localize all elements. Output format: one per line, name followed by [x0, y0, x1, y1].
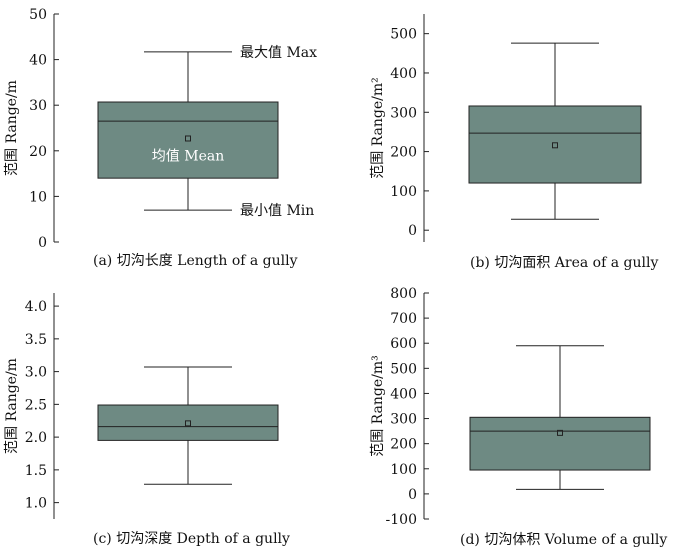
panel-3-y-tick-label-9: 800: [390, 286, 417, 302]
panel-2-mean-marker: [185, 420, 191, 427]
panel-3-y-tick-label-1: 0: [408, 487, 417, 503]
panel-0-y-tick-label-3: 30: [29, 98, 47, 114]
panel-2-y-tick-label-1: 1.5: [25, 463, 47, 479]
caption-a: (a) 切沟长度 Length of a gully: [93, 253, 298, 269]
panel-3-y-tick-label-0: -100: [386, 512, 417, 528]
panel-3-iqr-box: [469, 416, 651, 471]
panel-3-y-tick-label-7: 600: [390, 336, 417, 352]
panel-0-y-axis-title: 范围 Range/m: [3, 80, 20, 176]
panel-1-y-tick-label-2: 200: [390, 145, 417, 161]
panel-3-y-tick-label-5: 400: [390, 386, 417, 402]
panel-1-mean-marker: [552, 142, 558, 149]
panel-1-y-tick-label-3: 300: [390, 105, 417, 121]
panel-2-iqr-box: [97, 404, 279, 441]
panel-2-y-tick-label-6: 4.0: [25, 299, 47, 315]
panel-1-y-axis-title: 范围 Range/m²: [369, 77, 386, 179]
panel-3-y-axis-title: 范围 Range/m³: [369, 355, 386, 457]
panel-1-y-tick-label-5: 500: [390, 27, 417, 43]
panel-0-y-tick-label-4: 40: [29, 53, 47, 69]
panel-1-y-tick-label-1: 100: [390, 184, 417, 200]
panel-3-y-tick-label-2: 100: [390, 462, 417, 478]
panel-3-y-tick-label-3: 200: [390, 437, 417, 453]
panel-3-y-tick-label-8: 700: [390, 311, 417, 327]
caption-d: (d) 切沟体积 Volume of a gully: [460, 532, 668, 548]
panel-0-y-tick-label-0: 0: [38, 235, 47, 251]
panel-0-y-tick-label-5: 50: [29, 7, 47, 23]
panel-1-y-tick-label-4: 400: [390, 66, 417, 82]
panel-0-annotation-mean: 均值 Mean: [152, 148, 224, 164]
caption-b: (b) 切沟面积 Area of a gully: [470, 255, 659, 271]
panel-3-y-tick-label-4: 300: [390, 412, 417, 428]
panel-2-y-tick-label-5: 3.5: [25, 332, 47, 348]
panel-2-y-tick-label-4: 3.0: [25, 365, 47, 381]
panel-0-annotation-max: 最大值 Max: [240, 45, 317, 61]
panel-1-y-tick-label-0: 0: [408, 223, 417, 239]
caption-c: (c) 切沟深度 Depth of a gully: [93, 531, 290, 547]
panel-2-y-tick-label-0: 1.0: [25, 496, 47, 512]
panel-3-y-tick-label-6: 500: [390, 361, 417, 377]
panel-2-y-axis-title: 范围 Range/m: [3, 358, 20, 454]
panel-0-y-tick-label-2: 20: [29, 144, 47, 160]
panel-0-annotation-min: 最小值 Min: [240, 203, 314, 219]
panel-3-mean-marker: [557, 429, 563, 436]
panel-2-y-tick-label-2: 2.0: [25, 430, 47, 446]
panel-0-y-tick-label-1: 10: [29, 189, 47, 205]
panel-0-iqr-box: [97, 101, 279, 179]
panel-1-iqr-box: [468, 105, 642, 184]
panel-0-mean-marker: [185, 135, 191, 142]
panel-2-y-tick-label-3: 2.5: [25, 397, 47, 413]
